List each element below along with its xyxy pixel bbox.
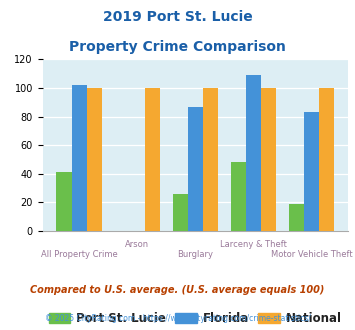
Bar [56,172,72,231]
Bar [173,194,188,231]
Text: Motor Vehicle Theft: Motor Vehicle Theft [271,249,352,259]
Text: 2019 Port St. Lucie: 2019 Port St. Lucie [103,10,252,24]
Text: All Property Crime: All Property Crime [41,249,118,259]
Bar [72,85,87,231]
Legend: Port St. Lucie, Florida, National: Port St. Lucie, Florida, National [44,307,346,330]
Bar [304,112,319,231]
Text: Property Crime Comparison: Property Crime Comparison [69,40,286,53]
Bar [289,204,304,231]
Text: Burglary: Burglary [177,249,213,259]
Bar [188,107,203,231]
Bar [145,88,160,231]
Bar [246,75,261,231]
Text: Compared to U.S. average. (U.S. average equals 100): Compared to U.S. average. (U.S. average … [30,285,325,295]
Text: © 2025 CityRating.com - https://www.cityrating.com/crime-statistics/: © 2025 CityRating.com - https://www.city… [45,314,310,323]
Bar [87,88,102,231]
Bar [319,88,334,231]
Bar [261,88,276,231]
Bar [203,88,218,231]
Text: Arson: Arson [125,240,149,248]
Text: Larceny & Theft: Larceny & Theft [220,240,287,248]
Bar [231,162,246,231]
